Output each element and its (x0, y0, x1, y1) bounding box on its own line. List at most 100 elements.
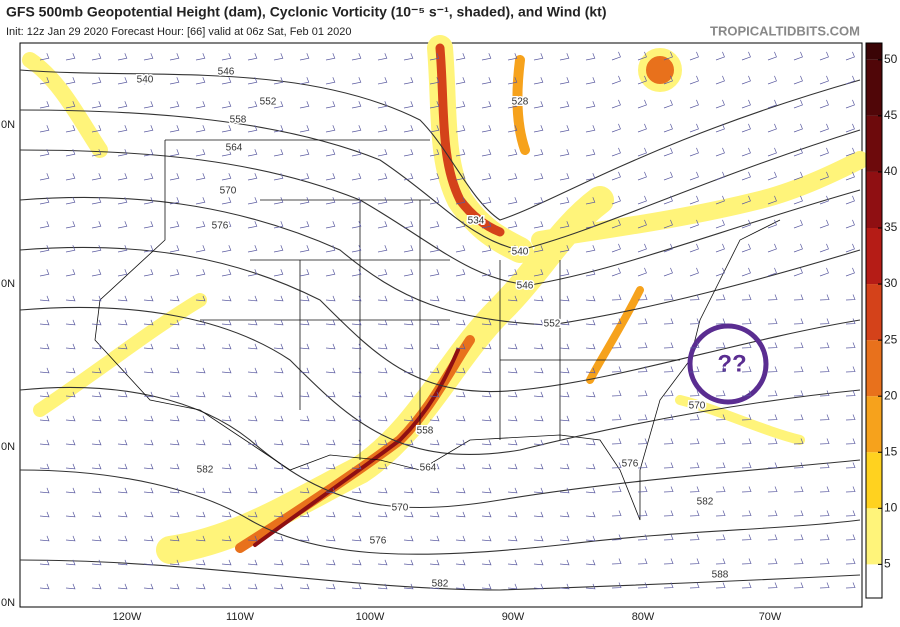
colorbar-tick-label: 10 (884, 500, 898, 514)
wind-barb (91, 343, 102, 350)
wind-barb (39, 367, 50, 374)
wind-barb (299, 343, 310, 350)
wind-barb (377, 101, 388, 109)
wind-barb (65, 343, 76, 350)
wind-barb (585, 173, 596, 181)
wind-barb (663, 99, 673, 109)
wind-barb (403, 343, 414, 350)
wind-barb (533, 511, 544, 518)
wind-barb (481, 101, 492, 109)
wind-barb (221, 53, 232, 61)
lon-label: 100W (356, 611, 385, 623)
wind-barb (689, 267, 699, 277)
wind-barb (273, 439, 284, 446)
wind-barb (221, 245, 232, 253)
wind-barb (169, 295, 180, 302)
wind-barb (845, 390, 856, 397)
wind-barb (221, 319, 232, 326)
wind-barb (663, 51, 673, 61)
contour-label: 528 (512, 97, 529, 108)
wind-barb (481, 173, 492, 181)
wind-barb (715, 366, 726, 373)
wind-barb (507, 295, 518, 302)
wind-barb (195, 559, 206, 566)
vort-band (33, 293, 207, 417)
wind-barb (195, 439, 206, 446)
wind-barb (429, 125, 440, 133)
wind-barb (741, 195, 751, 205)
colorbar-segment (866, 340, 882, 397)
wind-barb (247, 149, 258, 157)
wind-barb (325, 415, 336, 422)
wind-barb (559, 269, 570, 277)
wind-barb (117, 53, 128, 61)
contour-label: 576 (212, 221, 229, 232)
wind-barb (143, 101, 154, 109)
wind-barb (741, 534, 752, 541)
wind-barb (117, 319, 128, 326)
wind-barb (65, 583, 76, 590)
wind-barb (143, 559, 154, 566)
wind-barb (533, 101, 544, 109)
wind-barb (819, 366, 830, 373)
wind-barb (819, 318, 830, 325)
lat-label: 0N (1, 441, 15, 453)
wind-barb (507, 343, 518, 350)
wind-barb (611, 219, 621, 229)
wind-barb (91, 415, 102, 422)
wind-barb (455, 343, 466, 350)
wind-barb (689, 510, 700, 517)
wind-barb (611, 534, 622, 541)
wind-barb (637, 390, 648, 397)
wind-barb (533, 173, 544, 181)
wind-barb (273, 391, 284, 398)
wind-barb (793, 390, 804, 397)
wind-barb (715, 51, 725, 61)
wind-barb (637, 267, 647, 277)
wind-barb (585, 439, 596, 446)
contour-label: 576 (622, 459, 639, 470)
wind-barb (325, 173, 336, 181)
wind-barb (299, 463, 310, 470)
wind-barb (715, 267, 725, 277)
wind-barb (247, 535, 258, 542)
wind-barb (429, 463, 440, 470)
wind-barb (637, 582, 648, 589)
lat-label: 0N (1, 597, 15, 609)
wind-barb (247, 319, 258, 326)
wind-barb (767, 582, 778, 589)
wind-barb (845, 219, 855, 229)
wind-barb (611, 267, 621, 277)
wind-barb (429, 415, 440, 422)
wind-barb (325, 295, 336, 302)
wind-barb (585, 535, 596, 542)
wind-barb (195, 583, 206, 590)
wind-barb (351, 295, 362, 302)
wind-barb (143, 125, 154, 133)
wind-barb (689, 318, 700, 325)
wind-barb (585, 463, 596, 470)
wind-barb (611, 99, 621, 109)
wind-barb (689, 243, 699, 253)
wind-barb (533, 149, 544, 157)
annotation: ?? (717, 350, 746, 377)
source: TROPICALTIDBITS.COM (710, 23, 860, 38)
contour (19, 69, 861, 221)
wind-barb (715, 99, 725, 109)
wind-barb (65, 149, 76, 157)
wind-barb (91, 439, 102, 446)
wind-barb (845, 342, 856, 349)
contour-label: 570 (220, 186, 237, 197)
wind-barb (819, 390, 830, 397)
wind-barb (793, 219, 803, 229)
lat-label: 0N (1, 278, 15, 290)
wind-barb (195, 269, 206, 277)
wind-barb (429, 559, 440, 566)
wind-barb (117, 391, 128, 398)
wind-barb (845, 294, 856, 301)
wind-barb (715, 510, 726, 517)
contour-label: 540 (512, 247, 529, 258)
wind-barb (585, 319, 596, 326)
wind-barb (299, 367, 310, 374)
wind-barb (299, 319, 310, 326)
